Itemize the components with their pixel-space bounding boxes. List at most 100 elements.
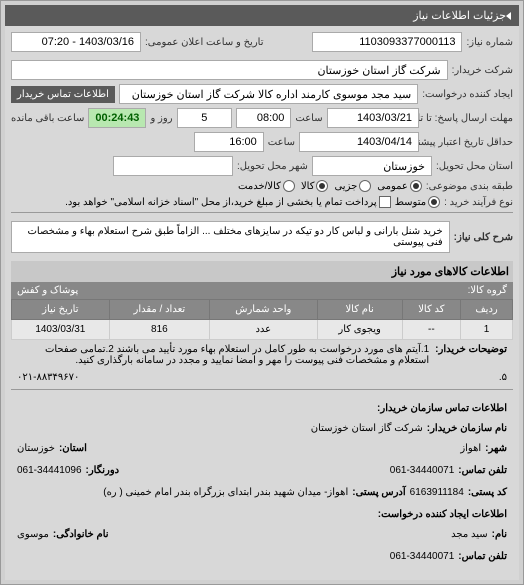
th-code: کد کالا — [402, 300, 460, 320]
contact-button[interactable]: اطلاعات تماس خریدار — [11, 86, 115, 103]
announce-date-field: 1403/03/16 - 07:20 — [11, 32, 141, 52]
postal-value: 6163911184 — [410, 484, 464, 502]
classification-radios: عمومی جزیی کالا کالا/خدمت — [238, 180, 422, 192]
radio-goods[interactable]: کالا — [301, 180, 329, 192]
divider — [11, 212, 513, 213]
row-desc: شرح کلی نیاز: خرید شنل بارانی و لباس کار… — [11, 217, 513, 257]
fax-value: 061-34441096 — [17, 462, 82, 480]
remaining-label: ساعت باقی مانده — [11, 113, 84, 124]
row-request-number: شماره نیاز: 1103093377000113 تاریخ و ساع… — [11, 32, 513, 56]
desc-label: شرح کلی نیاز: — [454, 232, 513, 243]
city-value: اهواز — [460, 440, 481, 458]
phone-value: 061-34440071 — [390, 462, 455, 480]
address-value: اهواز- میدان شهید بندر ابتدای بزرگراه بن… — [103, 484, 348, 502]
days-label: روز و — [150, 113, 172, 124]
info-name-family: نام: سید مجد نام خانوادگی: موسوی — [17, 526, 507, 546]
row-deadline: مهلت ارسال پاسخ: تا تاریخ: 1403/03/21 سا… — [11, 108, 513, 128]
footer-phone: ۰۲۱-۸۸۳۴۹۶۷۰ — [17, 372, 79, 383]
remaining-time-field: 00:24:43 — [88, 108, 146, 128]
checkbox-icon — [379, 196, 391, 208]
group-row: گروه کالا: پوشاک و کفش — [11, 282, 513, 299]
row-creator: ایجاد کننده درخواست: سید مجد موسوی کارمن… — [11, 84, 513, 104]
name-label: نام: — [492, 526, 507, 544]
form-section: شماره نیاز: 1103093377000113 تاریخ و ساع… — [5, 26, 519, 580]
note-box: توضیحات خریدار: 1.آیتم های مورد درخواست … — [11, 340, 513, 370]
remaining-days-field: 5 — [177, 108, 232, 128]
announce-date-label: تاریخ و ساعت اعلان عمومی: — [145, 37, 264, 48]
td-unit: عدد — [210, 320, 318, 340]
postal-label: کد پستی: — [468, 484, 507, 502]
radio-service[interactable]: کالا/خدمت — [238, 180, 295, 192]
deadline-date-field: 1403/03/21 — [327, 108, 419, 128]
radio-all[interactable]: عمومی — [377, 180, 422, 192]
creator-info-title: اطلاعات ایجاد کننده درخواست: — [17, 506, 507, 524]
arrow-icon — [506, 12, 511, 20]
info-org: نام سازمان خریدار: شرکت گاز استان خوزستا… — [17, 420, 507, 438]
row-purchase-type: نوع فرآیند خرید : متوسط پرداخت تمام یا ب… — [11, 196, 513, 208]
table-row: 1 -- ویجوی کار عدد 816 1403/03/31 — [12, 320, 513, 340]
phone-label: تلفن تماس: — [458, 462, 507, 480]
th-row: ردیف — [461, 300, 513, 320]
th-name: نام کالا — [317, 300, 402, 320]
goods-table: ردیف کد کالا نام کالا واحد شمارش تعداد /… — [11, 299, 513, 340]
validity-date-field: 1403/04/14 — [299, 132, 419, 152]
request-number-field: 1103093377000113 — [312, 32, 462, 52]
info-creator-phone: تلفن تماس: 061-34440071 — [17, 548, 507, 566]
buyer-info-title: اطلاعات تماس سازمان خریدار: — [17, 400, 507, 418]
radio-icon — [410, 180, 422, 192]
deadline-hour-label: ساعت — [295, 113, 322, 124]
header-bar: جزئیات اطلاعات نیاز — [5, 5, 519, 26]
row-classification: طبقه بندی موضوعی: عمومی جزیی کالا کالا/خ… — [11, 180, 513, 192]
goods-section-title: اطلاعات کالاهای مورد نیاز — [11, 261, 513, 282]
desc-field: خرید شنل بارانی و لباس کار دو تیکه در سا… — [11, 221, 450, 253]
radio-icon — [283, 180, 295, 192]
info-city-province: شهر: اهواز استان: خوزستان — [17, 440, 507, 460]
row-province: استان محل تحویل: خوزستان شهر محل تحویل: — [11, 156, 513, 176]
footer-phone-row: ۵. ۰۲۱-۸۸۳۴۹۶۷۰ — [11, 370, 513, 385]
header-title: جزئیات اطلاعات نیاز — [413, 9, 506, 22]
purchase-type-1[interactable]: متوسط — [395, 196, 440, 208]
purchase-type-2[interactable]: پرداخت تمام یا بخشی از مبلغ خرید،از محل … — [65, 196, 391, 208]
td-row: 1 — [461, 320, 513, 340]
city-field — [113, 156, 233, 176]
deadline-label: مهلت ارسال پاسخ: تا تاریخ: — [423, 113, 513, 124]
org-label: نام سازمان خریدار: — [427, 420, 507, 438]
th-qty: تعداد / مقدار — [109, 300, 209, 320]
td-date: 1403/03/31 — [12, 320, 110, 340]
province-label: استان: — [59, 440, 87, 458]
deadline-hour-field: 08:00 — [236, 108, 291, 128]
purchase-type-label: نوع فرآیند خرید : — [444, 197, 513, 208]
group-label: گروه کالا: — [468, 285, 507, 296]
city-label: شهر محل تحویل: — [237, 161, 308, 172]
radio-icon — [316, 180, 328, 192]
th-date: تاریخ نیاز — [12, 300, 110, 320]
th-unit: واحد شمارش — [210, 300, 318, 320]
note-label: توضیحات خریدار: — [435, 344, 507, 366]
classification-label: طبقه بندی موضوعی: — [426, 181, 513, 192]
address-label: آدرس پستی: — [352, 484, 405, 502]
radio-icon — [359, 180, 371, 192]
province-value: خوزستان — [17, 440, 55, 458]
radio-icon — [428, 196, 440, 208]
name-value: سید مجد — [451, 526, 487, 544]
td-qty: 816 — [109, 320, 209, 340]
creator-label: ایجاد کننده درخواست: — [422, 89, 513, 100]
row-validity: حداقل تاریخ اعتبار پیشنهاد: تا تاریخ: 14… — [11, 132, 513, 152]
org-value: شرکت گاز استان خوزستان — [311, 420, 423, 438]
creator-phone-label: تلفن تماس: — [458, 548, 507, 566]
family-label: نام خانوادگی: — [53, 526, 109, 544]
radio-partial[interactable]: جزیی — [334, 180, 371, 192]
group-value: پوشاک و کفش — [17, 285, 78, 296]
fax-label: دورنگار: — [86, 462, 120, 480]
creator-field: سید مجد موسوی کارمند اداره کالا شرکت گاز… — [119, 84, 418, 104]
request-number-label: شماره نیاز: — [466, 37, 513, 48]
buyer-label: شرکت خریدار: — [452, 65, 513, 76]
main-container: جزئیات اطلاعات نیاز شماره نیاز: 11030933… — [0, 0, 524, 585]
buyer-info-section: اطلاعات تماس سازمان خریدار: نام سازمان خ… — [11, 394, 513, 574]
td-code: -- — [402, 320, 460, 340]
creator-phone-value: 061-34440071 — [390, 548, 455, 566]
city-label: شهر: — [485, 440, 507, 458]
note-text: 1.آیتم های مورد درخواست به طور کامل در ا… — [17, 344, 429, 366]
info-phone-fax: تلفن تماس: 061-34440071 دورنگار: 061-344… — [17, 462, 507, 482]
family-value: موسوی — [17, 526, 49, 544]
